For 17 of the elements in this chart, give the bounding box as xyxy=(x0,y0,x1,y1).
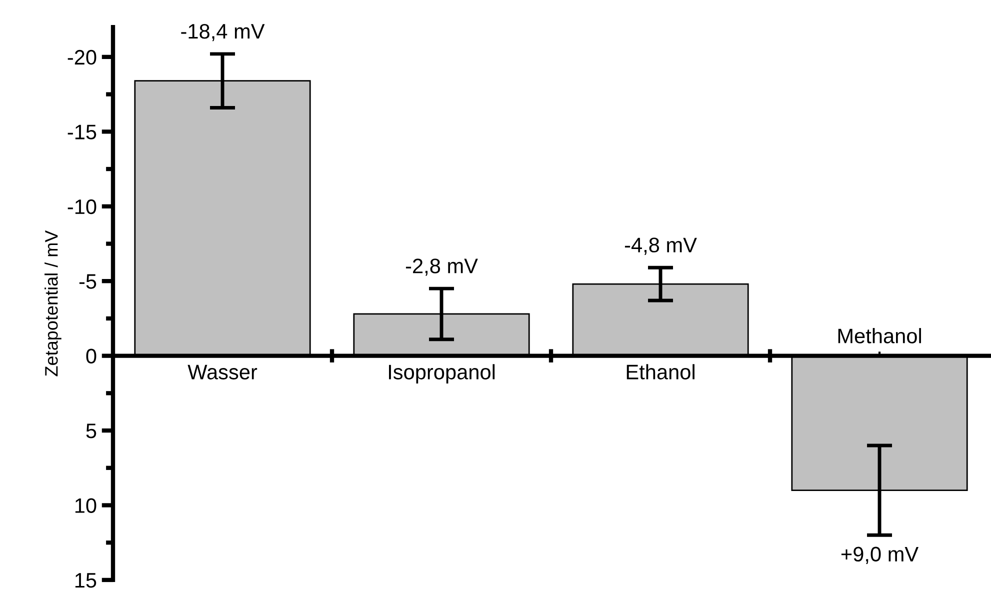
data-label: -18,4 mV xyxy=(181,24,265,42)
y-tick-label: 0 xyxy=(86,348,96,364)
data-label: +9,0 mV xyxy=(841,546,919,564)
y-tick-label: 15 xyxy=(75,573,96,588)
x-tick-label: Wasser xyxy=(188,364,258,380)
y-tick-label: -10 xyxy=(68,199,96,214)
y-tick-label: -15 xyxy=(68,124,96,140)
data-label: -2,8 mV xyxy=(406,258,478,276)
x-tick-label: Ethanol xyxy=(626,364,694,380)
y-tick-label: 5 xyxy=(86,424,96,438)
x-tick-label: Isopropanol xyxy=(388,364,495,384)
y-tick-label: 10 xyxy=(75,498,96,513)
y-axis-title: Zetapotential / mV xyxy=(44,230,62,376)
y-tick-label: -5 xyxy=(79,274,96,289)
x-tick-label: Methanol xyxy=(838,328,921,344)
y-tick-label: -20 xyxy=(68,50,96,65)
data-label: -4,8 mV xyxy=(624,238,697,255)
